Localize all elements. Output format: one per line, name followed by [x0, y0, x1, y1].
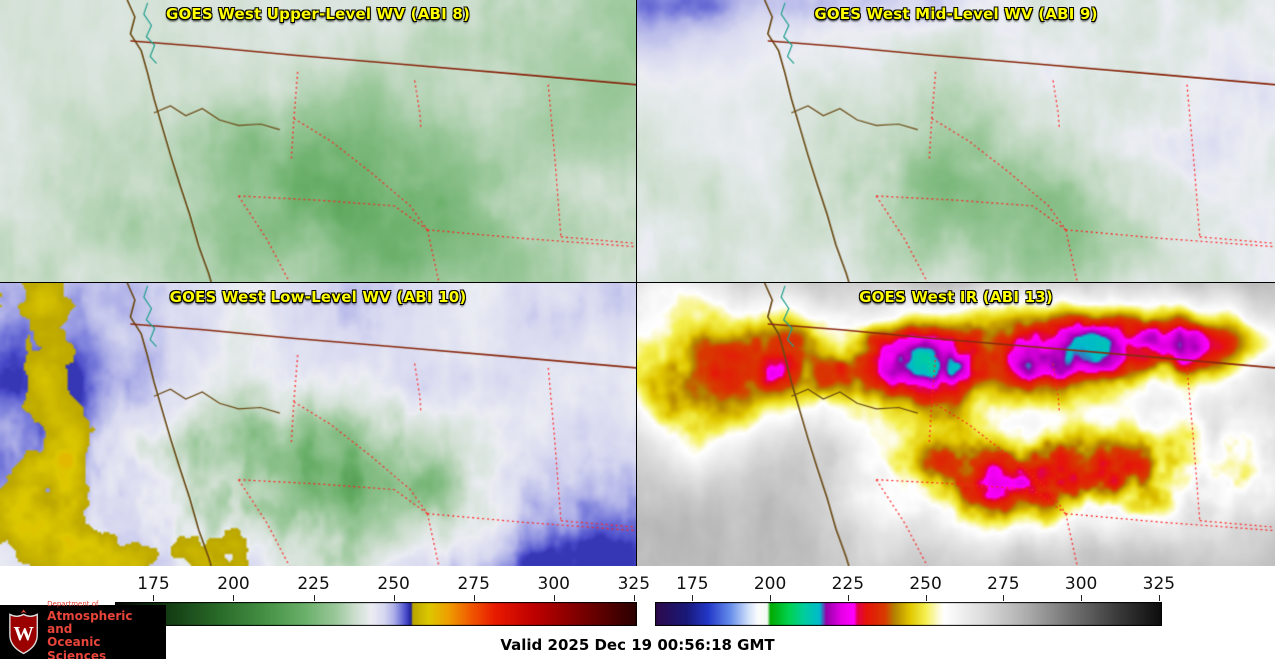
colorbar-tick-mark: [473, 595, 475, 601]
colorbar-tick-mark: [553, 595, 555, 601]
colorbar-tick-label: 250: [377, 574, 410, 594]
panel-low-level-wv: GOES West Low-Level WV (ABI 10): [0, 283, 637, 566]
colorbar-tick-mark: [313, 595, 315, 601]
satellite-image-low-wv: [0, 283, 636, 566]
colorbar-tick-mark: [393, 595, 395, 601]
colorbar-tick-mark: [692, 595, 694, 601]
colorbar-tick-label: 175: [676, 574, 709, 594]
colorbar-tick-label: 250: [909, 574, 942, 594]
wv-colorbar: [115, 602, 637, 626]
colorbar-tick-label: 300: [1064, 574, 1098, 594]
ir-colorbar-group: 175 200 225 250 275 300 325: [655, 574, 1175, 627]
colorbar-tick-label: 275: [457, 574, 490, 594]
colorbar-tick-mark: [153, 595, 155, 601]
panel-mid-level-wv: GOES West Mid-Level WV (ABI 9): [637, 0, 1275, 283]
colorbar-tick-label: 325: [617, 574, 651, 594]
satellite-image-ir: [637, 283, 1275, 566]
dept-prefix: Department of: [47, 600, 99, 609]
colorbar-tick-mark: [770, 595, 772, 601]
footer-bar: 175 200 225 250 275 300 325 175 200 225 250 275 300…: [0, 566, 1275, 659]
colorbar-tick-mark: [233, 595, 235, 601]
colorbar-tick-mark: [1158, 595, 1160, 601]
colorbar-tick-label: 325: [1142, 574, 1176, 594]
valid-timestamp: Valid 2025 Dec 19 00:56:18 GMT: [500, 636, 775, 654]
crest-letter: W: [13, 623, 34, 645]
colorbar-tick-label: 200: [753, 574, 787, 594]
satellite-image-upper-wv: [0, 0, 636, 282]
colorbar-tick-label: 225: [297, 574, 330, 594]
dept-line1: Atmospheric and: [47, 608, 133, 637]
satellite-image-mid-wv: [637, 0, 1275, 282]
colorbar-tick-label: 300: [537, 574, 570, 594]
ir-colorbar: [655, 602, 1162, 626]
colorbar-tick-label: 200: [217, 574, 250, 594]
colorbar-tick-mark: [847, 595, 849, 601]
panel-upper-level-wv: GOES West Upper-Level WV (ABI 8): [0, 0, 637, 283]
colorbar-tick-label: 225: [831, 574, 865, 594]
colorbar-tick-label: 275: [987, 574, 1020, 594]
colorbar-tick-mark: [633, 595, 635, 601]
satellite-panel-grid: GOES West Upper-Level WV (ABI 8) GOES We…: [0, 0, 1275, 566]
colorbar-tick-mark: [1003, 595, 1005, 601]
uw-crest-icon: W: [9, 609, 38, 655]
wv-colorbar-group: 175 200 225 250 275 300 325: [115, 574, 650, 627]
uw-aos-logo: W Department of Atmospheric and Oceanic …: [0, 601, 166, 659]
colorbar-tick-mark: [925, 595, 927, 601]
panel-ir: GOES West IR (ABI 13): [637, 283, 1275, 566]
uw-aos-logo-text: Department of Atmospheric and Oceanic Sc…: [47, 601, 161, 659]
dept-line2: Oceanic Sciences: [47, 635, 107, 659]
colorbar-tick-label: 175: [137, 574, 170, 594]
colorbar-tick-mark: [1081, 595, 1083, 601]
